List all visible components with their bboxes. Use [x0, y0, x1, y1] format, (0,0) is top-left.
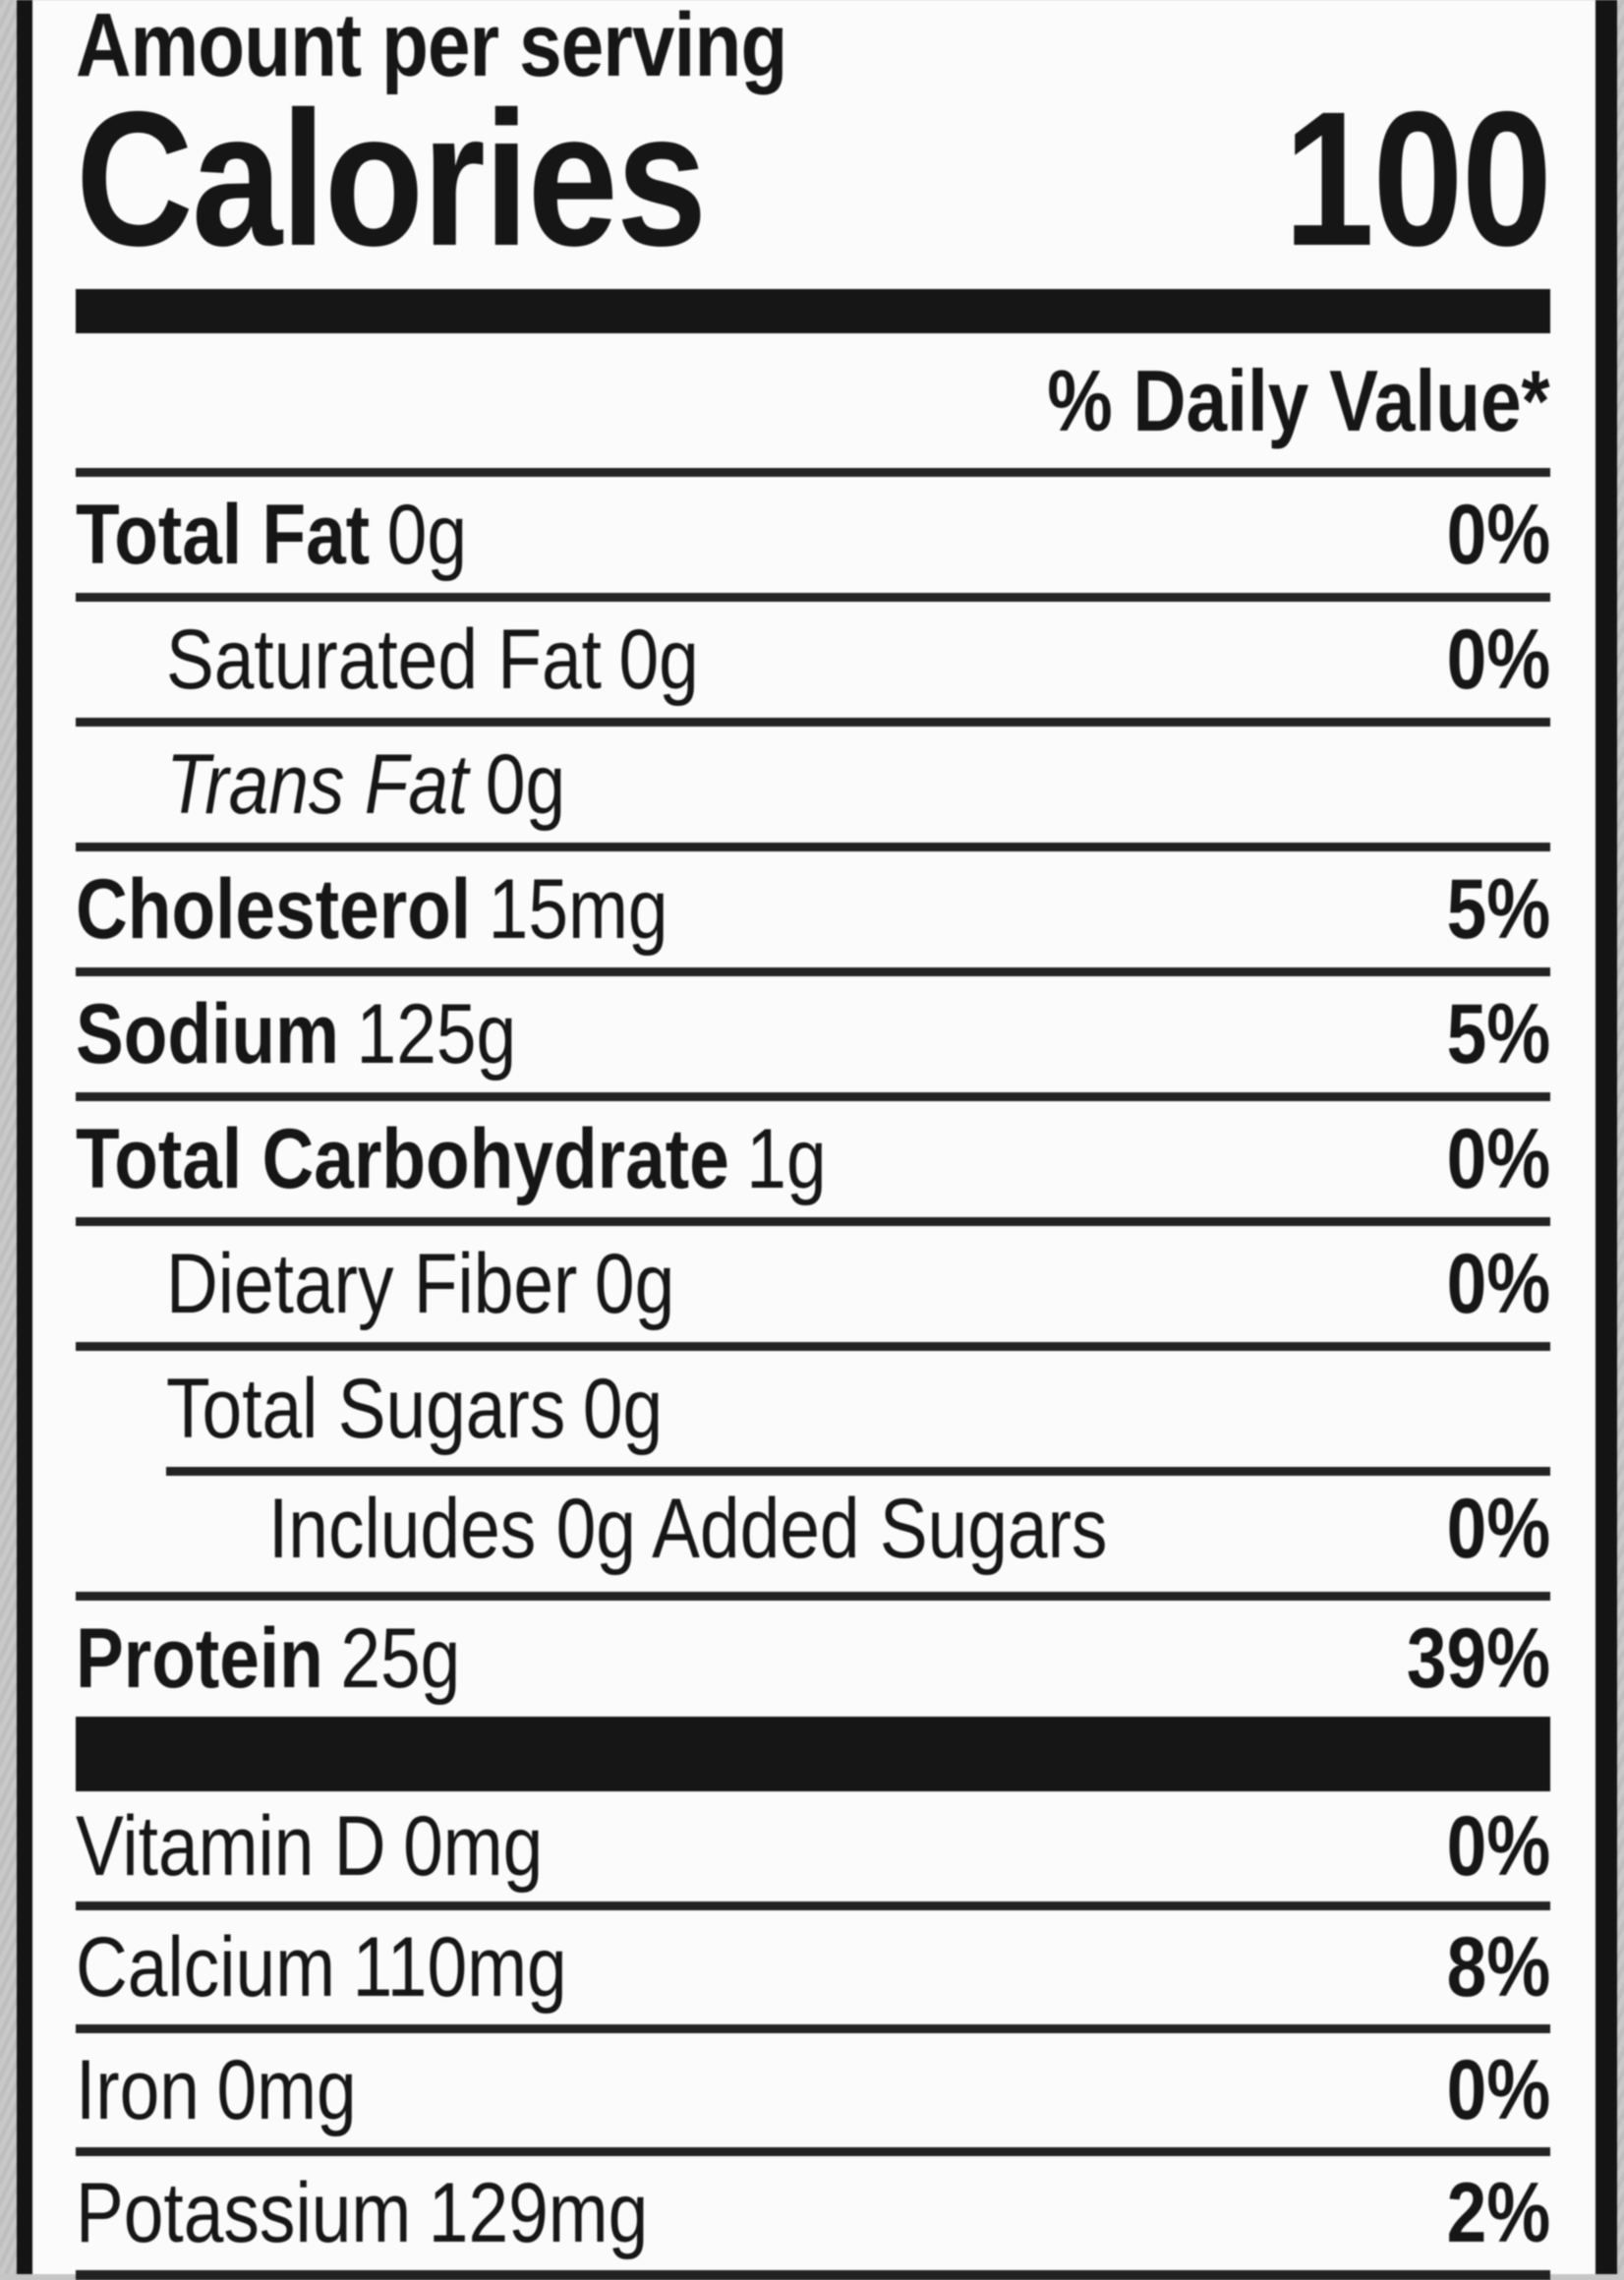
- daily-value: 39%: [1406, 1610, 1550, 1706]
- daily-value: 5%: [1446, 861, 1550, 957]
- nutrient-name-cell: Total Carbohydrate 1g: [76, 1111, 958, 1208]
- nutrient-amount: 1g: [746, 1111, 827, 1206]
- nutrient-row-total-fat: Total Fat 0g 0%: [76, 468, 1550, 593]
- daily-value: 5%: [1446, 986, 1550, 1082]
- nutrient-name: Sodium: [76, 986, 340, 1082]
- nutrition-facts-panel: Amount per serving Calories 100 % Daily …: [17, 0, 1617, 2280]
- nutrient-row-dietary-fiber: Dietary Fiber 0g 0%: [76, 1217, 1550, 1342]
- nutrient-name-cell: Vitamin D 0mg: [76, 1798, 625, 1896]
- nutrient-row-includes-0g-added-sugars: Includes 0g Added Sugars 0%: [76, 1467, 1550, 1592]
- nutrient-row-total-carbohydrate: Total Carbohydrate 1g 0%: [76, 1092, 1550, 1217]
- daily-value-cell: 0%: [1428, 612, 1550, 709]
- daily-value: 0%: [1446, 1798, 1550, 1894]
- nutrient-name-cell: Sodium 125g: [76, 986, 594, 1083]
- daily-value-cell: 0%: [1428, 2042, 1550, 2139]
- nutrient-rows: Total Fat 0g 0% Saturated Fat 0g 0% Trans Fat 0…: [76, 468, 1550, 1717]
- nutrient-name-cell: Trans Fat 0g: [76, 736, 636, 834]
- daily-value-cell: 5%: [1428, 861, 1550, 959]
- nutrient-row-protein: Protein 25g 39%: [76, 1592, 1550, 1717]
- nutrient-amount: 0g: [485, 736, 566, 832]
- nutrient-name: Trans Fat: [166, 736, 469, 832]
- nutrient-name: Vitamin D: [76, 1798, 386, 1894]
- daily-value-cell: 8%: [1428, 1919, 1550, 2017]
- daily-value-cell: 39%: [1381, 1610, 1550, 1708]
- nutrient-name-cell: Cholesterol 15mg: [76, 861, 773, 959]
- daily-value-cell: 0%: [1428, 1111, 1550, 1208]
- nutrient-name-cell: Iron 0mg: [76, 2042, 406, 2139]
- nutrient-name-cell: Saturated Fat 0g: [76, 612, 792, 709]
- nutrient-row-calcium: Calcium 110mg 8%: [76, 1901, 1550, 2024]
- nutrient-amount: 0g: [594, 1236, 675, 1331]
- nutrient-name-cell: Protein 25g: [76, 1610, 528, 1708]
- calories-row: Calories 100: [76, 72, 1552, 286]
- nutrient-name: Cholesterol: [76, 861, 472, 957]
- nutrient-name-cell: Total Sugars 0g: [76, 1361, 750, 1458]
- daily-value-cell: 5%: [1428, 986, 1550, 1083]
- daily-value: 0%: [1446, 1111, 1550, 1206]
- daily-value: 0%: [1446, 1482, 1550, 1576]
- bottom-rule: [76, 2270, 1550, 2280]
- nutrient-row-total-sugars: Total Sugars 0g: [76, 1342, 1550, 1467]
- nutrient-name-cell: Includes 0g Added Sugars: [76, 1481, 1276, 1578]
- panel-content: Amount per serving Calories 100 % Daily …: [32, 0, 1595, 2280]
- daily-value-header: % Daily Value*: [76, 333, 1550, 468]
- daily-value: 0%: [1446, 612, 1550, 707]
- daily-value: 0%: [1446, 2042, 1550, 2137]
- micronutrient-rows: Vitamin D 0mg 0% Calcium 110mg 8% Iron 0mg 0% Pot…: [76, 1791, 1550, 2270]
- daily-value: 2%: [1446, 2165, 1550, 2260]
- nutrient-amount: 0g: [582, 1361, 664, 1456]
- daily-value: 0%: [1446, 1236, 1550, 1331]
- daily-value-cell: 0%: [1428, 1481, 1550, 1578]
- daily-value-header-text: % Daily Value*: [1047, 351, 1550, 449]
- thick-separator-bar-middle: [76, 1717, 1550, 1791]
- nutrient-row-trans-fat: Trans Fat 0g: [76, 718, 1550, 843]
- nutrient-row-saturated-fat: Saturated Fat 0g 0%: [76, 593, 1550, 718]
- nutrient-amount: 0g: [386, 487, 467, 582]
- nutrient-name: Potassium: [76, 2165, 412, 2260]
- nutrient-amount: 0g: [618, 612, 699, 707]
- nutrient-amount: 25g: [340, 1610, 461, 1706]
- nutrient-amount: 0mg: [216, 2042, 357, 2137]
- amount-per-serving-text: Amount per serving: [76, 0, 787, 95]
- nutrient-name: Total Fat: [76, 487, 371, 582]
- nutrient-name-cell: Total Fat 0g: [76, 487, 536, 584]
- nutrient-name: Dietary Fiber: [166, 1236, 578, 1331]
- nutrient-row-cholesterol: Cholesterol 15mg 5%: [76, 843, 1550, 967]
- nutrient-name: Iron: [76, 2042, 200, 2137]
- nutrient-name: Saturated Fat: [166, 612, 602, 707]
- daily-value-cell: 0%: [1428, 1798, 1550, 1896]
- nutrient-row-sodium: Sodium 125g 5%: [76, 967, 1550, 1092]
- nutrient-name: Total Carbohydrate: [76, 1111, 729, 1206]
- nutrient-row-iron: Iron 0mg 0%: [76, 2024, 1550, 2147]
- nutrient-amount: 15mg: [488, 861, 668, 957]
- calories-label: Calories: [76, 72, 707, 286]
- nutrient-amount: 125g: [356, 986, 517, 1082]
- nutrient-amount: 110mg: [352, 1919, 567, 2015]
- daily-value-cell: 0%: [1428, 487, 1550, 584]
- nutrient-name-cell: Calcium 110mg: [76, 1919, 654, 2017]
- nutrient-name: Protein: [76, 1610, 323, 1706]
- daily-value-cell: 2%: [1428, 2165, 1550, 2262]
- nutrient-name-cell: Potassium 129mg: [76, 2165, 749, 2262]
- nutrient-amount: 0mg: [403, 1798, 544, 1894]
- nutrient-name: Includes 0g Added Sugars: [268, 1482, 1108, 1576]
- daily-value-cell: 0%: [1428, 1236, 1550, 1333]
- daily-value: 8%: [1446, 1919, 1550, 2015]
- nutrient-row-potassium: Potassium 129mg 2%: [76, 2147, 1550, 2270]
- nutrient-amount: 129mg: [428, 2165, 649, 2260]
- nutrient-row-vitamin-d: Vitamin D 0mg 0%: [76, 1791, 1550, 1901]
- calories-value: 100: [1283, 72, 1552, 286]
- nutrient-name-cell: Dietary Fiber 0g: [76, 1236, 765, 1333]
- amount-per-serving-label: Amount per serving: [76, 0, 1550, 95]
- nutrient-name: Calcium: [76, 1919, 336, 2015]
- daily-value: 0%: [1446, 487, 1550, 582]
- thick-separator-bar-top: [76, 289, 1550, 333]
- nutrient-name: Total Sugars: [166, 1361, 566, 1456]
